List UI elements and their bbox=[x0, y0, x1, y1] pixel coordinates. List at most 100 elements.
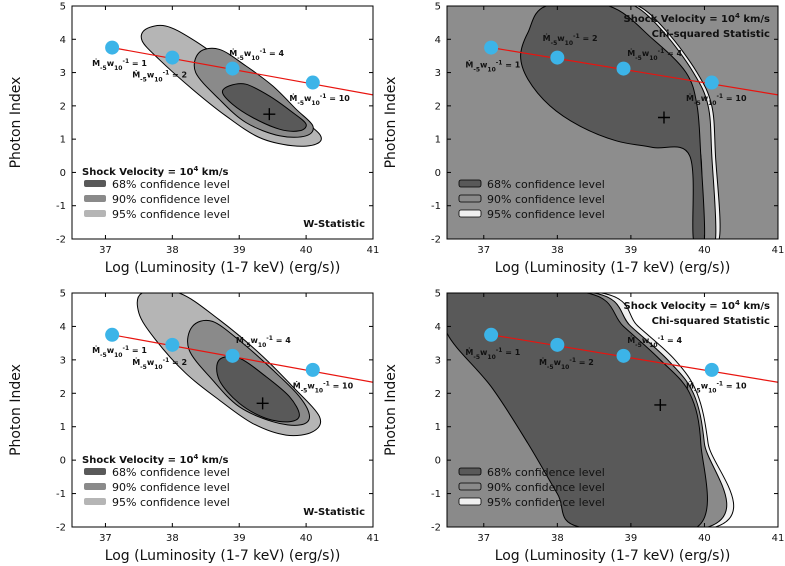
model-line bbox=[112, 47, 373, 96]
legend-swatch bbox=[458, 482, 482, 491]
model-point-4 bbox=[616, 348, 631, 363]
legend-swatch bbox=[84, 195, 106, 202]
model-point-4 bbox=[225, 348, 240, 363]
model-point-10 bbox=[704, 75, 719, 90]
x-tick-label: 40 bbox=[698, 245, 711, 256]
mass-loss-label: Ṁ-5w10-1 = 4 bbox=[627, 335, 682, 349]
panel-bottom-left: 37 38 39 40 41 -2 -1 0 1 2 3 4 5 Log (Luminosity (1-7… bbox=[8, 289, 379, 565]
y-tick-label: 0 bbox=[60, 456, 66, 467]
contour-68-percent bbox=[221, 83, 307, 132]
contours bbox=[520, 6, 721, 239]
statistic-label: Chi-squared Statistic bbox=[652, 316, 770, 327]
x-tick-label: 38 bbox=[166, 533, 179, 544]
mass-loss-label: Ṁ-5w10-1 = 2 bbox=[132, 356, 187, 370]
x-tick-label: 40 bbox=[698, 533, 711, 544]
y-tick-label: -2 bbox=[56, 523, 66, 534]
model-line bbox=[112, 334, 373, 383]
chart-title: Shock Velocity = 104 km/s bbox=[82, 453, 229, 466]
model-point-2 bbox=[165, 50, 180, 65]
x-tick-label: 37 bbox=[99, 533, 112, 544]
contours bbox=[447, 293, 735, 527]
plot-frame bbox=[71, 292, 374, 528]
x-axis-label: Log (Luminosity (1-7 keV) (erg/s)) bbox=[495, 548, 731, 564]
legend-entry: 90% confidence level bbox=[112, 193, 230, 206]
y-tick-label: 3 bbox=[60, 355, 66, 366]
x-tick-label: 41 bbox=[772, 245, 785, 256]
model-point-4 bbox=[225, 61, 240, 76]
mass-loss-label: Ṁ-5w10-1 = 4 bbox=[229, 47, 284, 61]
x-tick-label: 39 bbox=[625, 245, 638, 256]
contour-68-percent bbox=[216, 356, 300, 423]
legend-swatch bbox=[458, 467, 482, 476]
x-tick-label: 41 bbox=[367, 245, 380, 256]
y-tick-label: 2 bbox=[435, 389, 441, 400]
chart-title: Shock Velocity = 104 km/s bbox=[82, 165, 229, 178]
legend-swatch bbox=[84, 483, 106, 490]
y-axis-label: Photon Index bbox=[383, 77, 399, 169]
x-axis-label: Log (Luminosity (1-7 keV) (erg/s)) bbox=[495, 260, 731, 276]
model-point-10 bbox=[305, 75, 320, 90]
mass-loss-label: Ṁ-5w10-1 = 1 bbox=[465, 346, 520, 360]
legend-swatch bbox=[458, 179, 482, 188]
y-tick-label: -1 bbox=[431, 201, 441, 212]
y-tick-label: 1 bbox=[435, 422, 441, 433]
model-point-1 bbox=[484, 327, 499, 342]
y-tick-label: 1 bbox=[60, 135, 66, 146]
plot-frame bbox=[446, 5, 779, 240]
plot-frame bbox=[71, 5, 374, 240]
x-tick-label: 40 bbox=[300, 533, 313, 544]
y-tick-label: 0 bbox=[435, 456, 441, 467]
legend-swatch bbox=[458, 497, 482, 506]
y-tick-label: 4 bbox=[435, 35, 441, 46]
x-tick-label: 37 bbox=[477, 533, 490, 544]
legend-entry: 68% confidence level bbox=[112, 178, 230, 191]
y-tick-label: 2 bbox=[60, 389, 66, 400]
panel-bottom-right: 37 38 39 40 41 -2 -1 0 1 2 3 4 5 Log (Luminosity (1-7… bbox=[383, 289, 785, 565]
y-tick-label: -2 bbox=[56, 235, 66, 246]
legend-entry: 90% confidence level bbox=[487, 481, 605, 494]
legend-swatch bbox=[458, 194, 482, 203]
mass-loss-label: Ṁ-5w10-1 = 10 bbox=[686, 92, 747, 106]
model-point-2 bbox=[550, 50, 565, 65]
mass-loss-label: Ṁ-5w10-1 = 1 bbox=[92, 345, 147, 359]
model-line bbox=[491, 47, 778, 96]
x-tick-label: 39 bbox=[233, 245, 246, 256]
legend-swatch bbox=[458, 209, 482, 218]
best-fit-marker bbox=[263, 108, 276, 121]
x-tick-label: 38 bbox=[551, 245, 564, 256]
model-line bbox=[491, 334, 778, 383]
mass-loss-label: Ṁ-5w10-1 = 4 bbox=[627, 47, 682, 61]
y-tick-label: 5 bbox=[435, 2, 441, 13]
statistic-label: W-Statistic bbox=[303, 219, 365, 230]
statistic-label: Chi-squared Statistic bbox=[652, 29, 770, 40]
y-tick-label: 2 bbox=[60, 101, 66, 112]
y-tick-label: 2 bbox=[435, 101, 441, 112]
plot-background bbox=[72, 6, 373, 239]
y-tick-label: 4 bbox=[60, 322, 66, 333]
mass-loss-label: Ṁ-5w10-1 = 2 bbox=[132, 69, 187, 83]
y-tick-label: 3 bbox=[435, 68, 441, 79]
y-axis-label: Photon Index bbox=[8, 77, 24, 169]
mass-loss-label: Ṁ-5w10-1 = 2 bbox=[539, 356, 594, 370]
best-fit-marker bbox=[657, 111, 670, 124]
legend-entry: 68% confidence level bbox=[487, 178, 605, 191]
legend-entry: 68% confidence level bbox=[112, 466, 230, 479]
model-point-4 bbox=[616, 61, 631, 76]
y-tick-label: 5 bbox=[60, 289, 66, 300]
x-axis-label: Log (Luminosity (1-7 keV) (erg/s)) bbox=[105, 548, 341, 564]
y-axis-label: Photon Index bbox=[383, 364, 399, 456]
y-tick-label: -2 bbox=[431, 523, 441, 534]
panel-top-right: 37 38 39 40 41 -2 -1 0 1 2 3 4 5 Log (Luminosity (1-7… bbox=[383, 2, 785, 277]
x-axis-label: Log (Luminosity (1-7 keV) (erg/s)) bbox=[105, 260, 341, 276]
legend-swatch bbox=[84, 180, 106, 187]
x-tick-label: 40 bbox=[300, 245, 313, 256]
mass-loss-label: Ṁ-5w10-1 = 10 bbox=[686, 380, 747, 394]
x-tick-label: 41 bbox=[772, 533, 785, 544]
mass-loss-label: Ṁ-5w10-1 = 2 bbox=[543, 32, 598, 46]
y-tick-label: -1 bbox=[56, 489, 66, 500]
legend-swatch bbox=[84, 468, 106, 475]
model-point-10 bbox=[305, 362, 320, 377]
y-tick-label: 4 bbox=[435, 322, 441, 333]
legend-entry: 90% confidence level bbox=[487, 193, 605, 206]
